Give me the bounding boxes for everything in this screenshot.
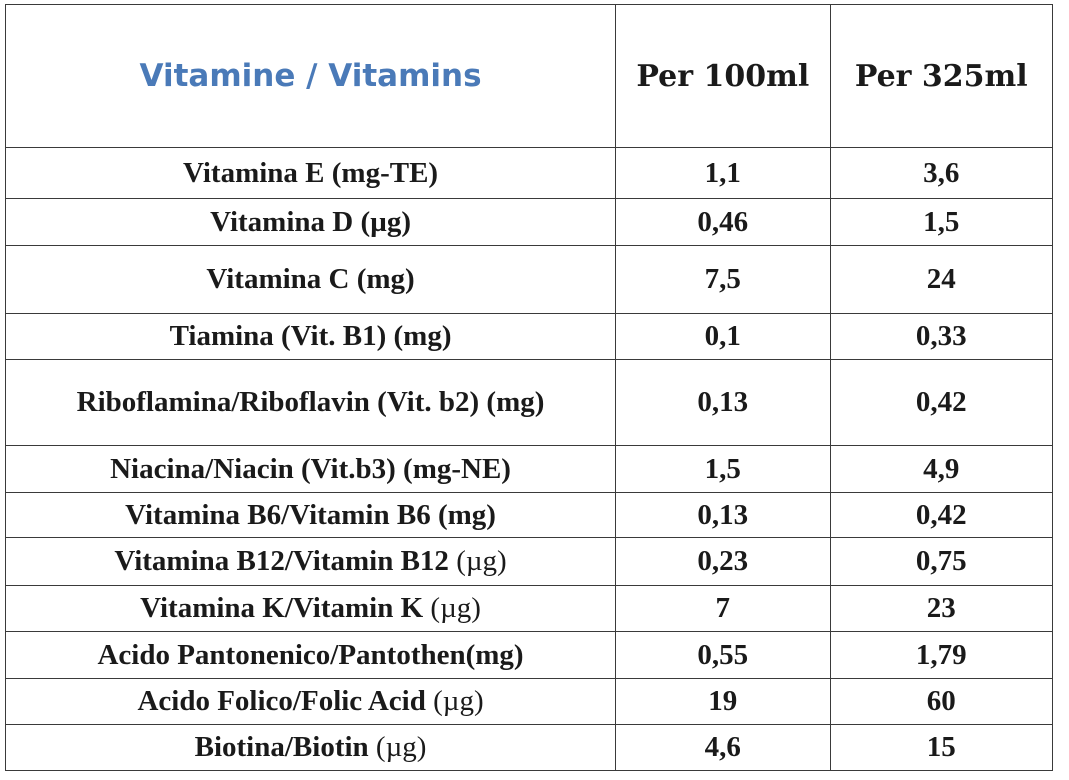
vitamin-name: Riboflamina/Riboflavin (Vit. b2) (mg) xyxy=(4,359,617,446)
column-header-per-325ml: Per 325ml xyxy=(829,4,1053,148)
value-per-100ml: 0,23 xyxy=(615,537,831,586)
value-per-325ml: 0,42 xyxy=(829,492,1053,538)
value-per-100ml: 1,5 xyxy=(615,445,831,493)
value-per-325ml: 15 xyxy=(829,724,1053,771)
value-per-325ml: 0,33 xyxy=(829,313,1053,360)
table-header-row: Vitamine / Vitamins Per 100ml Per 325ml xyxy=(4,4,1053,148)
value-per-325ml: 1,5 xyxy=(829,198,1053,246)
value-per-325ml: 60 xyxy=(829,678,1053,725)
value-per-325ml: 0,42 xyxy=(829,359,1053,446)
table-title: Vitamine / Vitamins xyxy=(4,4,617,148)
table-row: Vitamina B12/Vitamin B12 (µg) 0,23 0,75 xyxy=(4,537,1053,586)
vitamin-name: Tiamina (Vit. B1) (mg) xyxy=(4,313,617,360)
table-row: Biotina/Biotin (µg) 4,6 15 xyxy=(4,724,1053,771)
vitamin-name: Niacina/Niacin (Vit.b3) (mg-NE) xyxy=(4,445,617,493)
value-per-100ml: 1,1 xyxy=(615,147,831,199)
table-row: Vitamina K/Vitamin K (µg) 7 23 xyxy=(4,585,1053,632)
value-per-325ml: 23 xyxy=(829,585,1053,632)
value-per-100ml: 4,6 xyxy=(615,724,831,771)
value-per-325ml: 3,6 xyxy=(829,147,1053,199)
table-row: Acido Pantonenico/Pantothen(mg) 0,55 1,7… xyxy=(4,631,1053,679)
unit-label: (µg) xyxy=(456,545,507,577)
value-per-100ml: 0,55 xyxy=(615,631,831,679)
table-row: Vitamina D (µg) 0,46 1,5 xyxy=(4,198,1053,246)
value-per-100ml: 7,5 xyxy=(615,245,831,314)
vitamin-name: Vitamina E (mg-TE) xyxy=(4,147,617,199)
vitamin-name: Vitamina B12/Vitamin B12 (µg) xyxy=(4,537,617,586)
table-row: Vitamina B6/Vitamin B6 (mg) 0,13 0,42 xyxy=(4,492,1053,538)
value-per-100ml: 0,1 xyxy=(615,313,831,360)
unit-label: (µg) xyxy=(430,592,481,624)
table-row: Acido Folico/Folic Acid (µg) 19 60 xyxy=(4,678,1053,725)
value-per-100ml: 0,46 xyxy=(615,198,831,246)
vitamin-name: Vitamina B6/Vitamin B6 (mg) xyxy=(4,492,617,538)
value-per-325ml: 1,79 xyxy=(829,631,1053,679)
vitamins-table: Vitamine / Vitamins Per 100ml Per 325ml … xyxy=(4,4,1053,771)
table-row: Tiamina (Vit. B1) (mg) 0,1 0,33 xyxy=(4,313,1053,360)
value-per-100ml: 0,13 xyxy=(615,492,831,538)
value-per-325ml: 24 xyxy=(829,245,1053,314)
vitamin-name: Acido Pantonenico/Pantothen(mg) xyxy=(4,631,617,679)
column-header-per-100ml: Per 100ml xyxy=(615,4,831,148)
value-per-325ml: 0,75 xyxy=(829,537,1053,586)
table-row: Vitamina E (mg-TE) 1,1 3,6 xyxy=(4,147,1053,199)
value-per-100ml: 19 xyxy=(615,678,831,725)
value-per-325ml: 4,9 xyxy=(829,445,1053,493)
vitamin-name: Acido Folico/Folic Acid (µg) xyxy=(4,678,617,725)
table-row: Riboflamina/Riboflavin (Vit. b2) (mg) 0,… xyxy=(4,359,1053,446)
value-per-100ml: 0,13 xyxy=(615,359,831,446)
value-per-100ml: 7 xyxy=(615,585,831,632)
unit-label: (µg) xyxy=(375,731,427,763)
vitamin-name: Vitamina D (µg) xyxy=(4,198,617,246)
unit-label: (µg) xyxy=(433,685,484,717)
vitamin-name: Biotina/Biotin (µg) xyxy=(4,724,617,771)
vitamin-name: Vitamina C (mg) xyxy=(4,245,617,314)
table-row: Niacina/Niacin (Vit.b3) (mg-NE) 1,5 4,9 xyxy=(4,445,1053,493)
table-row: Vitamina C (mg) 7,5 24 xyxy=(4,245,1053,314)
vitamin-name: Vitamina K/Vitamin K (µg) xyxy=(4,585,617,632)
